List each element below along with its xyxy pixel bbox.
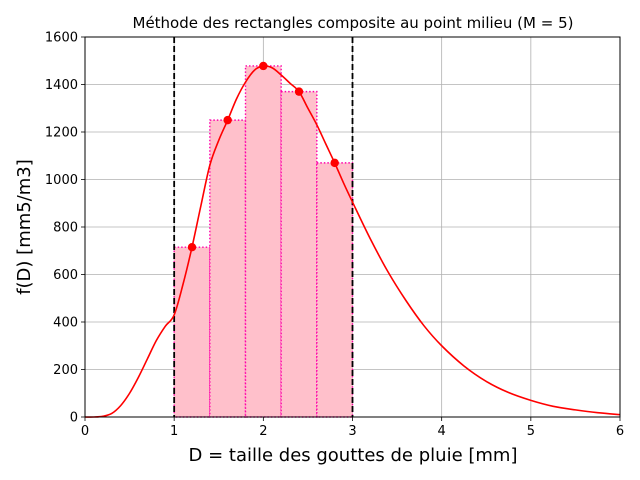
y-tick-label: 1000: [45, 173, 78, 188]
x-tick-label: 5: [527, 424, 535, 439]
x-tick-label: 4: [438, 424, 446, 439]
x-tick-label: 1: [170, 424, 178, 439]
y-tick-label: 0: [70, 411, 78, 426]
y-tick-label: 400: [53, 316, 78, 331]
midpoint-rectangles: [173, 65, 354, 418]
x-tick-label: 6: [616, 424, 624, 439]
y-tick-label: 800: [53, 221, 78, 236]
x-axis-label: D = taille des gouttes de pluie [mm]: [189, 445, 518, 466]
midpoint-marker: [259, 61, 268, 71]
midpoint-marker: [330, 158, 339, 168]
midpoint-rectangle: [173, 246, 211, 418]
y-tick-label: 1200: [45, 126, 78, 141]
chart-title: Méthode des rectangles composite au poin…: [133, 14, 574, 32]
integration-bounds: [173, 37, 354, 417]
midpoint-rectangle: [316, 162, 354, 418]
y-tick-label: 600: [53, 268, 78, 283]
series-line-curve: [84, 65, 621, 418]
midpoint-markers: [187, 61, 339, 252]
midpoint-rectangle: [280, 90, 318, 418]
x-axis-ticks: 0 1 2 3 4 5 6: [81, 417, 624, 439]
midpoint-rectangle: [244, 65, 282, 418]
y-axis-ticks: 0 200 400 600 800 1000 1200 1400 1600: [45, 31, 85, 426]
x-tick-label: 3: [348, 424, 356, 439]
midpoint-marker: [187, 242, 197, 252]
x-tick-label: 0: [81, 424, 89, 439]
y-tick-label: 200: [53, 363, 78, 378]
y-axis-label: f(D) [mm5/m3]: [14, 159, 35, 295]
midpoint-rectangle: [209, 119, 247, 418]
y-tick-label: 1400: [45, 78, 78, 93]
x-tick-label: 2: [259, 424, 267, 439]
midpoint-marker: [294, 87, 304, 96]
midpoint-marker: [223, 115, 232, 125]
y-tick-label: 1600: [45, 31, 78, 46]
